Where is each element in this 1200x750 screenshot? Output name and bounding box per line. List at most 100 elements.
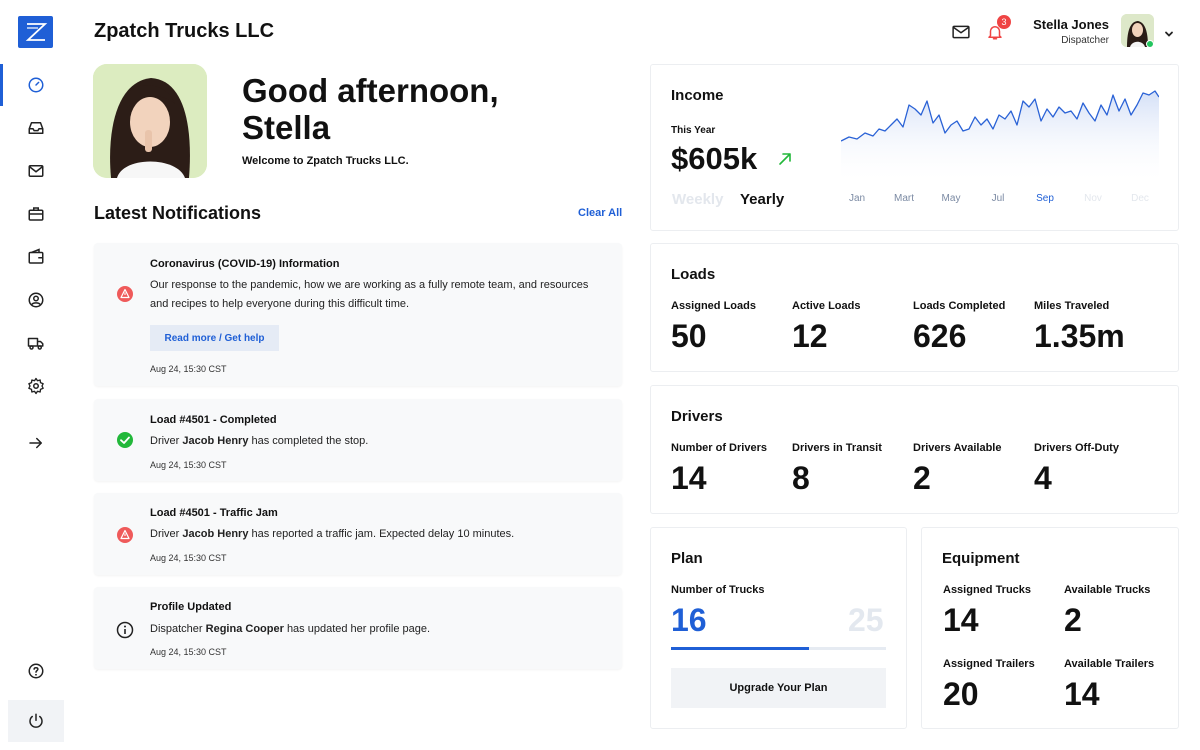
upgrade-plan-button[interactable]: Upgrade Your Plan xyxy=(671,668,886,708)
plan-progress-fill xyxy=(671,647,809,650)
stat-value: 14 xyxy=(1064,676,1100,712)
month-label: Sep xyxy=(1036,193,1054,204)
wallet-icon xyxy=(28,248,44,264)
greeting-line-1: Good afternoon, xyxy=(242,72,499,109)
notification-title: Profile Updated xyxy=(150,601,232,613)
mail-icon xyxy=(952,25,970,39)
truck-icon xyxy=(27,337,44,350)
stat-value: 12 xyxy=(792,318,828,354)
notification-time: Aug 24, 15:30 CST xyxy=(150,553,227,563)
month-label: May xyxy=(941,193,961,204)
stat-label: Drivers in Transit xyxy=(792,442,882,454)
notification-card[interactable]: Profile Updated Dispatcher Regina Cooper… xyxy=(94,587,622,669)
arrow-right-icon xyxy=(29,437,42,449)
stat-label: Miles Traveled xyxy=(1034,300,1110,312)
greeting-heading: Good afternoon, Stella xyxy=(242,72,562,146)
dashboard-icon xyxy=(28,77,44,93)
trucks-label: Number of Trucks xyxy=(671,584,765,596)
stat-value: 4 xyxy=(1034,460,1052,496)
notification-title: Load #4501 - Completed xyxy=(150,414,277,426)
stat-label: Drivers Off-Duty xyxy=(1034,442,1119,454)
tab-weekly[interactable]: Weekly xyxy=(672,191,724,208)
logo[interactable] xyxy=(18,16,53,48)
warning-icon xyxy=(117,527,133,543)
read-more-button[interactable]: Read more / Get help xyxy=(150,325,279,351)
stat-value: 2 xyxy=(1064,602,1082,638)
user-menu-toggle[interactable] xyxy=(1164,26,1174,37)
trend-up-icon xyxy=(779,153,791,165)
notification-title: Load #4501 - Traffic Jam xyxy=(150,507,278,519)
stat-value: 14 xyxy=(671,460,707,496)
greeting-line-2: Stella xyxy=(242,109,331,146)
help-icon xyxy=(28,663,44,679)
stat-label: Assigned Trailers xyxy=(943,658,1035,670)
notification-person: Jacob Henry xyxy=(182,435,249,447)
notification-card[interactable]: Load #4501 - Traffic Jam Driver Jacob He… xyxy=(94,493,622,575)
nav-settings[interactable] xyxy=(0,365,72,407)
notification-time: Aug 24, 15:30 CST xyxy=(150,364,227,374)
income-value: $605k xyxy=(671,141,758,176)
company-name: Zpatch Trucks LLC xyxy=(94,20,275,42)
header-notifications-button[interactable] xyxy=(985,22,1005,42)
notification-body-prefix: Driver xyxy=(150,435,180,447)
stat-label: Assigned Loads xyxy=(671,300,756,312)
clear-all-link[interactable]: Clear All xyxy=(578,207,623,219)
welcome-text: Welcome to Zpatch Trucks LLC. xyxy=(242,155,409,167)
income-title: Income xyxy=(671,87,724,104)
user-icon xyxy=(28,292,44,308)
nav-briefcase[interactable] xyxy=(0,193,72,235)
notification-card[interactable]: Load #4501 - Completed Driver Jacob Henr… xyxy=(94,399,622,481)
info-icon xyxy=(116,621,134,639)
stat-label: Available Trailers xyxy=(1064,658,1155,670)
user-name: Stella Jones xyxy=(1033,17,1109,32)
drivers-title: Drivers xyxy=(671,408,723,425)
nav-dashboard[interactable] xyxy=(0,64,72,106)
stat-value: 2 xyxy=(913,460,931,496)
income-period-label: This Year xyxy=(671,125,716,136)
month-label: Mart xyxy=(894,193,914,204)
logout-button[interactable] xyxy=(8,700,64,742)
month-label: Jul xyxy=(991,193,1005,204)
stat-label: Available Trucks xyxy=(1064,584,1151,596)
income-card: Income This Year $605k Weekly Yearly Jan… xyxy=(650,64,1179,231)
notification-body-prefix: Driver xyxy=(150,528,180,540)
notifications-title: Latest Notifications xyxy=(94,203,262,223)
notification-body: Dispatcher Regina Cooper has updated her… xyxy=(150,620,590,639)
drivers-card: Drivers Number of Drivers 14 Drivers in … xyxy=(650,385,1179,514)
header-mail-button[interactable] xyxy=(951,22,971,42)
mail-icon xyxy=(28,165,44,177)
loads-title: Loads xyxy=(671,266,716,283)
nav-help[interactable] xyxy=(0,650,72,692)
nav-expand[interactable] xyxy=(0,422,72,464)
check-circle-icon xyxy=(117,432,133,448)
logo-icon xyxy=(25,23,47,41)
stat-value: 20 xyxy=(943,676,979,712)
user-photo-icon xyxy=(1121,14,1154,47)
equipment-card: Equipment Assigned Trucks 14 Available T… xyxy=(921,527,1179,729)
plan-title: Plan xyxy=(671,550,703,567)
chevron-down-icon xyxy=(1165,31,1173,37)
notification-body: Driver Jacob Henry has completed the sto… xyxy=(150,432,590,451)
month-label: Nov xyxy=(1084,193,1102,204)
stat-label: Active Loads xyxy=(792,300,861,312)
bell-icon xyxy=(988,26,1002,40)
trucks-total: 25 xyxy=(848,602,884,638)
stat-label: Drivers Available xyxy=(913,442,1002,454)
nav-inbox[interactable] xyxy=(0,107,72,149)
tab-yearly[interactable]: Yearly xyxy=(740,191,785,208)
online-status-dot xyxy=(1146,40,1154,48)
stat-label: Number of Drivers xyxy=(671,442,767,454)
nav-trucks[interactable] xyxy=(0,322,72,364)
settings-icon xyxy=(28,377,44,395)
month-label: Jan xyxy=(848,193,866,204)
user-photo-icon xyxy=(93,64,207,178)
stat-value: 50 xyxy=(671,318,707,354)
notification-body-prefix: Dispatcher xyxy=(150,623,203,635)
nav-profile[interactable] xyxy=(0,279,72,321)
notification-body-suffix: has updated her profile page. xyxy=(286,623,431,635)
notification-person: Jacob Henry xyxy=(182,528,249,540)
nav-wallet[interactable] xyxy=(0,236,72,278)
notification-card[interactable]: Coronavirus (COVID-19) Information Our r… xyxy=(94,243,622,386)
month-label: Dec xyxy=(1131,193,1149,204)
nav-mail[interactable] xyxy=(0,150,72,192)
